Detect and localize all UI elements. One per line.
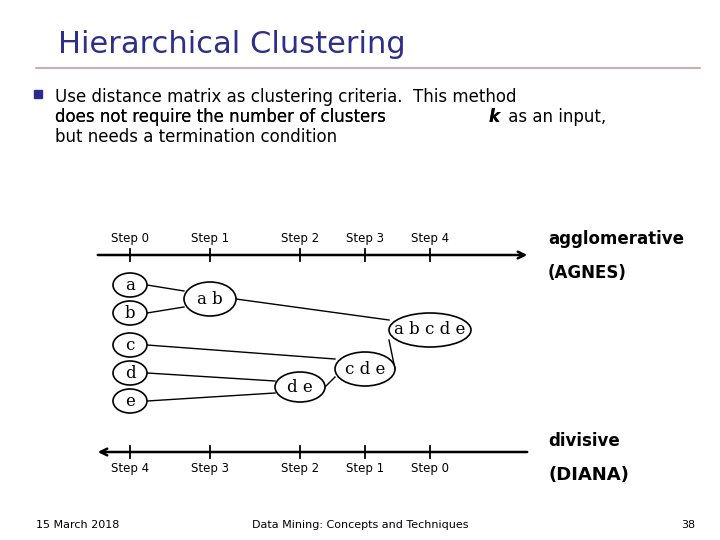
Text: does not require the number of clusters: does not require the number of clusters — [55, 108, 391, 126]
Text: e: e — [125, 393, 135, 409]
Ellipse shape — [335, 352, 395, 386]
Bar — [34, 90, 42, 98]
Text: divisive: divisive — [548, 432, 620, 450]
Text: Step 1: Step 1 — [191, 232, 229, 245]
Text: c d e: c d e — [345, 361, 385, 377]
Text: a b c d e: a b c d e — [395, 321, 466, 339]
Text: a: a — [125, 276, 135, 294]
Ellipse shape — [275, 372, 325, 402]
Text: a b: a b — [197, 291, 223, 307]
Text: Hierarchical Clustering: Hierarchical Clustering — [58, 30, 405, 59]
Text: Step 1: Step 1 — [346, 462, 384, 475]
Ellipse shape — [113, 273, 147, 297]
Text: Step 2: Step 2 — [281, 232, 319, 245]
Text: Data Mining: Concepts and Techniques: Data Mining: Concepts and Techniques — [252, 520, 468, 530]
Text: Step 4: Step 4 — [411, 232, 449, 245]
Text: b: b — [125, 305, 135, 321]
Text: Step 2: Step 2 — [281, 462, 319, 475]
Ellipse shape — [113, 389, 147, 413]
Text: c: c — [125, 336, 135, 354]
Text: Step 4: Step 4 — [111, 462, 149, 475]
Text: Step 0: Step 0 — [111, 232, 149, 245]
Text: (AGNES): (AGNES) — [548, 264, 627, 282]
Text: Step 0: Step 0 — [411, 462, 449, 475]
Text: does not require the number of clusters: does not require the number of clusters — [55, 108, 391, 126]
Ellipse shape — [184, 282, 236, 316]
Ellipse shape — [389, 313, 471, 347]
Text: 15 March 2018: 15 March 2018 — [36, 520, 120, 530]
Text: k: k — [489, 108, 500, 126]
Ellipse shape — [113, 301, 147, 325]
Text: d e: d e — [287, 379, 313, 395]
Text: but needs a termination condition: but needs a termination condition — [55, 128, 337, 146]
Text: Step 3: Step 3 — [346, 232, 384, 245]
Text: agglomerative: agglomerative — [548, 230, 684, 248]
Ellipse shape — [113, 361, 147, 385]
Text: k: k — [489, 108, 500, 126]
Ellipse shape — [113, 333, 147, 357]
Text: Use distance matrix as clustering criteria.  This method: Use distance matrix as clustering criter… — [55, 88, 516, 106]
Text: 38: 38 — [681, 520, 695, 530]
Text: (DIANA): (DIANA) — [548, 466, 629, 484]
Text: d: d — [125, 364, 135, 381]
Text: Step 3: Step 3 — [191, 462, 229, 475]
Text: as an input,: as an input, — [503, 108, 606, 126]
